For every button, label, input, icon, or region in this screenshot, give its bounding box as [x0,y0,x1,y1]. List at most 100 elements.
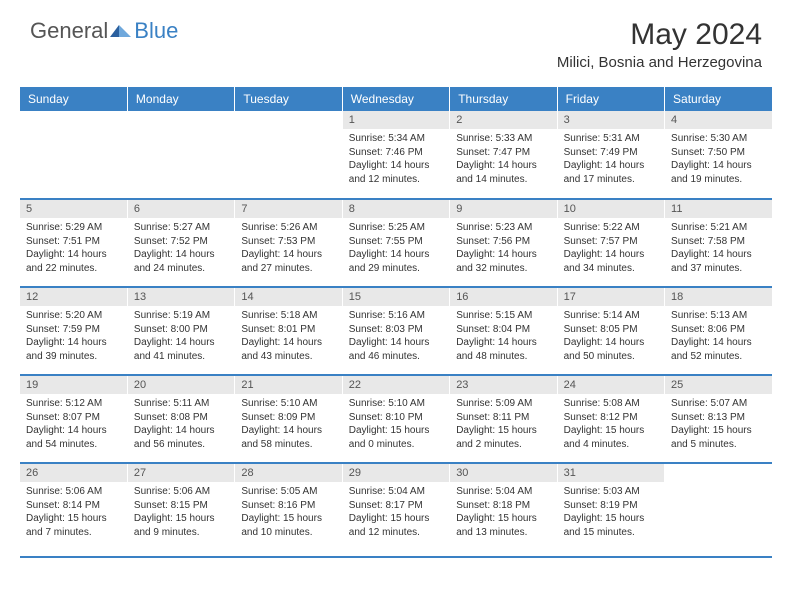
sunset-line: Sunset: 7:55 PM [349,235,443,249]
day-number [128,111,234,129]
calendar-day-cell: 27Sunrise: 5:06 AMSunset: 8:15 PMDayligh… [127,463,234,557]
day-number: 1 [343,111,449,129]
sunrise-line: Sunrise: 5:06 AM [26,485,121,499]
calendar-day-cell: 18Sunrise: 5:13 AMSunset: 8:06 PMDayligh… [665,287,772,375]
day-body [20,129,127,150]
calendar-day-cell [20,111,127,199]
calendar-day-cell: 21Sunrise: 5:10 AMSunset: 8:09 PMDayligh… [235,375,342,463]
day-body: Sunrise: 5:11 AMSunset: 8:08 PMDaylight:… [128,394,234,455]
day-body: Sunrise: 5:20 AMSunset: 7:59 PMDaylight:… [20,306,127,367]
sunrise-line: Sunrise: 5:06 AM [134,485,228,499]
daylight-line: Daylight: 14 hours and 34 minutes. [564,248,658,275]
day-number: 2 [450,111,556,129]
day-number: 4 [665,111,772,129]
weekday-header: Monday [127,87,234,111]
calendar-day-cell: 23Sunrise: 5:09 AMSunset: 8:11 PMDayligh… [450,375,557,463]
sunset-line: Sunset: 7:50 PM [671,146,766,160]
day-body: Sunrise: 5:26 AMSunset: 7:53 PMDaylight:… [235,218,341,279]
sunset-line: Sunset: 7:46 PM [349,146,443,160]
day-body: Sunrise: 5:04 AMSunset: 8:18 PMDaylight:… [450,482,556,543]
day-body: Sunrise: 5:16 AMSunset: 8:03 PMDaylight:… [343,306,449,367]
sunrise-line: Sunrise: 5:31 AM [564,132,658,146]
daylight-line: Daylight: 15 hours and 0 minutes. [349,424,443,451]
calendar-day-cell: 14Sunrise: 5:18 AMSunset: 8:01 PMDayligh… [235,287,342,375]
calendar-day-cell: 15Sunrise: 5:16 AMSunset: 8:03 PMDayligh… [342,287,449,375]
calendar-day-cell: 12Sunrise: 5:20 AMSunset: 7:59 PMDayligh… [20,287,127,375]
sunrise-line: Sunrise: 5:22 AM [564,221,658,235]
sunrise-line: Sunrise: 5:25 AM [349,221,443,235]
calendar-week-row: 12Sunrise: 5:20 AMSunset: 7:59 PMDayligh… [20,287,772,375]
sunset-line: Sunset: 7:56 PM [456,235,550,249]
day-body: Sunrise: 5:23 AMSunset: 7:56 PMDaylight:… [450,218,556,279]
daylight-line: Daylight: 14 hours and 17 minutes. [564,159,658,186]
day-body [235,129,341,150]
day-body: Sunrise: 5:10 AMSunset: 8:10 PMDaylight:… [343,394,449,455]
daylight-line: Daylight: 14 hours and 24 minutes. [134,248,228,275]
daylight-line: Daylight: 15 hours and 4 minutes. [564,424,658,451]
daylight-line: Daylight: 15 hours and 2 minutes. [456,424,550,451]
day-body: Sunrise: 5:10 AMSunset: 8:09 PMDaylight:… [235,394,341,455]
sunrise-line: Sunrise: 5:29 AM [26,221,121,235]
day-number: 10 [558,200,664,218]
sunrise-line: Sunrise: 5:07 AM [671,397,766,411]
sunset-line: Sunset: 7:59 PM [26,323,121,337]
day-body: Sunrise: 5:12 AMSunset: 8:07 PMDaylight:… [20,394,127,455]
day-body: Sunrise: 5:18 AMSunset: 8:01 PMDaylight:… [235,306,341,367]
day-body: Sunrise: 5:29 AMSunset: 7:51 PMDaylight:… [20,218,127,279]
daylight-line: Daylight: 14 hours and 54 minutes. [26,424,121,451]
sunset-line: Sunset: 8:10 PM [349,411,443,425]
calendar-table: SundayMondayTuesdayWednesdayThursdayFrid… [20,87,772,558]
calendar-day-cell: 3Sunrise: 5:31 AMSunset: 7:49 PMDaylight… [557,111,664,199]
logo-icon [110,20,132,43]
day-number: 13 [128,288,234,306]
sunset-line: Sunset: 8:16 PM [241,499,335,513]
day-number [665,464,772,482]
weekday-header: Wednesday [342,87,449,111]
sunrise-line: Sunrise: 5:20 AM [26,309,121,323]
calendar-day-cell: 10 Sunrise: 5:22 AMSunset: 7:57 PMDayligh… [557,199,664,287]
day-body: Sunrise: 5:13 AMSunset: 8:06 PMDaylight:… [665,306,772,367]
weekday-header-row: SundayMondayTuesdayWednesdayThursdayFrid… [20,87,772,111]
daylight-line: Daylight: 14 hours and 27 minutes. [241,248,335,275]
daylight-line: Daylight: 14 hours and 22 minutes. [26,248,121,275]
daylight-line: Daylight: 15 hours and 9 minutes. [134,512,228,539]
daylight-line: Daylight: 15 hours and 7 minutes. [26,512,121,539]
logo-text-general: General [30,18,108,44]
calendar-day-cell: 25Sunrise: 5:07 AMSunset: 8:13 PMDayligh… [665,375,772,463]
calendar-week-row: 5Sunrise: 5:29 AMSunset: 7:51 PMDaylight… [20,199,772,287]
daylight-line: Daylight: 14 hours and 58 minutes. [241,424,335,451]
day-body: Sunrise: 5:14 AMSunset: 8:05 PMDaylight:… [558,306,664,367]
daylight-line: Daylight: 14 hours and 32 minutes. [456,248,550,275]
sunrise-line: Sunrise: 5:21 AM [671,221,766,235]
day-body: Sunrise: 5:06 AMSunset: 8:15 PMDaylight:… [128,482,234,543]
sunset-line: Sunset: 8:18 PM [456,499,550,513]
sunrise-line: Sunrise: 5:30 AM [671,132,766,146]
page-header: General Blue May 2024 Milici, Bosnia and… [0,0,792,77]
daylight-line: Daylight: 14 hours and 14 minutes. [456,159,550,186]
day-number: 5 [20,200,127,218]
day-body: Sunrise: 5:19 AMSunset: 8:00 PMDaylight:… [128,306,234,367]
calendar-day-cell: 29Sunrise: 5:04 AMSunset: 8:17 PMDayligh… [342,463,449,557]
day-number: 8 [343,200,449,218]
day-number: 14 [235,288,341,306]
sunset-line: Sunset: 7:53 PM [241,235,335,249]
sunset-line: Sunset: 8:12 PM [564,411,658,425]
day-number: 17 [558,288,664,306]
day-number: 29 [343,464,449,482]
calendar-day-cell: 28Sunrise: 5:05 AMSunset: 8:16 PMDayligh… [235,463,342,557]
calendar-day-cell: 20Sunrise: 5:11 AMSunset: 8:08 PMDayligh… [127,375,234,463]
logo: General Blue [30,18,178,44]
sunrise-line: Sunrise: 5:23 AM [456,221,550,235]
daylight-line: Daylight: 14 hours and 56 minutes. [134,424,228,451]
sunrise-line: Sunrise: 5:14 AM [564,309,658,323]
day-body: Sunrise: 5:03 AMSunset: 8:19 PMDaylight:… [558,482,664,543]
calendar-day-cell: 19Sunrise: 5:12 AMSunset: 8:07 PMDayligh… [20,375,127,463]
sunrise-line: Sunrise: 5:26 AM [241,221,335,235]
sunset-line: Sunset: 8:17 PM [349,499,443,513]
daylight-line: Daylight: 15 hours and 5 minutes. [671,424,766,451]
sunset-line: Sunset: 7:57 PM [564,235,658,249]
calendar-body: 1Sunrise: 5:34 AMSunset: 7:46 PMDaylight… [20,111,772,557]
calendar-day-cell: 4Sunrise: 5:30 AMSunset: 7:50 PMDaylight… [665,111,772,199]
sunset-line: Sunset: 8:08 PM [134,411,228,425]
sunset-line: Sunset: 7:47 PM [456,146,550,160]
